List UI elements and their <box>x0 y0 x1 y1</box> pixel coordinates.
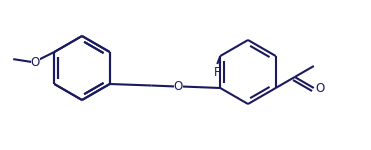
Text: F: F <box>214 66 221 79</box>
Text: O: O <box>316 81 325 94</box>
Text: O: O <box>31 57 40 69</box>
Text: O: O <box>174 80 183 93</box>
